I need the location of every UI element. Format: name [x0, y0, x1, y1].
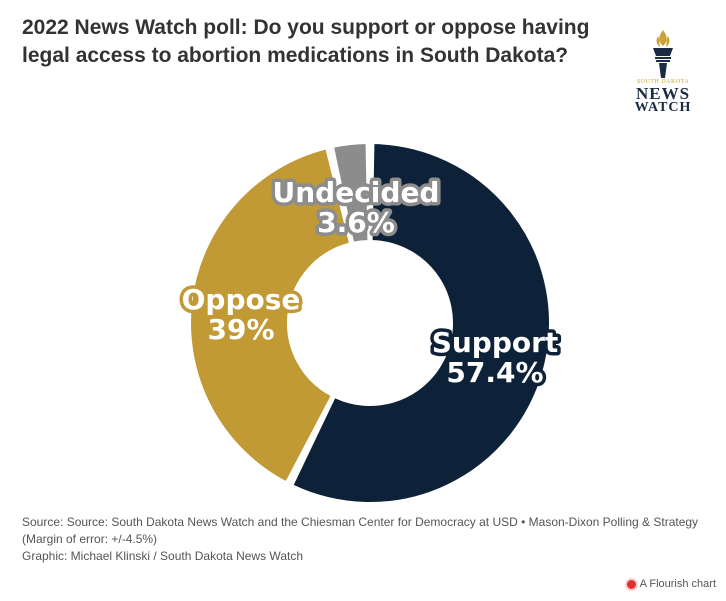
label-name: Oppose — [182, 283, 301, 316]
label-value: 57.4% — [446, 356, 543, 389]
logo-text-top: SOUTH DAKOTA — [636, 79, 690, 85]
logo-text-watch: WATCH — [634, 100, 692, 115]
logo-text-news: NEWS — [635, 84, 691, 103]
label-name: Support — [432, 326, 559, 359]
source-note: Source: Source: South Dakota News Watch … — [22, 515, 699, 546]
slice-oppose[interactable] — [189, 147, 352, 484]
chart-footer: Source: Source: South Dakota News Watch … — [22, 514, 702, 565]
label-value: 3.6% — [317, 206, 395, 239]
slice-undecided[interactable] — [331, 142, 370, 244]
label-value: 39% — [207, 313, 274, 346]
chart-title: 2022 News Watch poll: Do you support or … — [22, 16, 590, 67]
flourish-icon — [626, 579, 636, 589]
label-name: Undecided — [273, 176, 440, 209]
flourish-label: A Flourish chart — [639, 578, 716, 590]
graphic-credit: Graphic: Michael Klinski / South Dakota … — [22, 549, 303, 563]
torch-icon — [653, 30, 673, 78]
news-watch-logo[interactable]: SOUTH DAKOTA NEWS WATCH — [622, 28, 704, 118]
slice-support[interactable] — [291, 142, 551, 504]
flourish-credit[interactable]: A Flourish chart — [626, 578, 716, 590]
